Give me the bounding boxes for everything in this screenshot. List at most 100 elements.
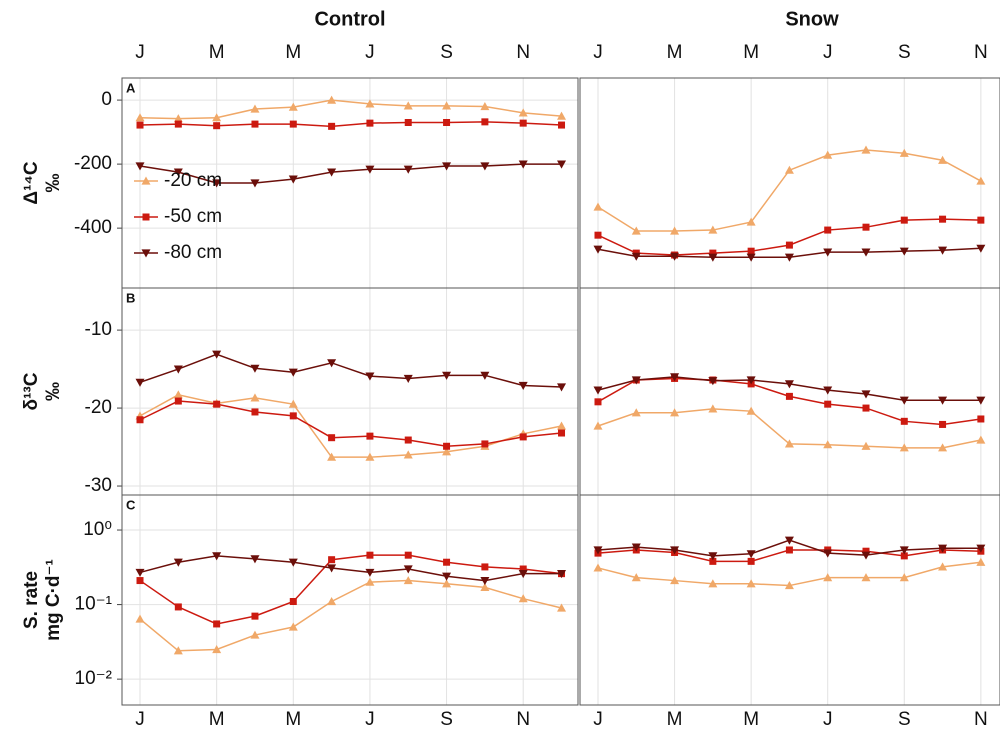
marker: [174, 120, 182, 128]
marker: [135, 113, 145, 122]
marker: [708, 225, 718, 234]
x-tick-label: J: [135, 709, 145, 730]
marker: [173, 390, 183, 399]
marker: [141, 176, 151, 185]
marker: [327, 359, 337, 368]
series-line: [597, 218, 981, 256]
marker: [136, 577, 144, 585]
marker: [250, 364, 260, 373]
marker: [327, 168, 337, 177]
marker: [480, 576, 490, 586]
marker: [557, 603, 567, 612]
marker: [899, 443, 909, 452]
marker: [519, 433, 527, 441]
data: [593, 373, 986, 452]
marker: [403, 565, 413, 574]
marker: [784, 439, 794, 448]
marker: [366, 119, 374, 127]
marker: [784, 581, 794, 590]
x-tick-label: M: [743, 709, 759, 730]
y-tick-label: -10: [85, 319, 112, 340]
marker: [443, 118, 451, 126]
marker: [900, 417, 908, 425]
marker: [784, 253, 794, 262]
marker: [173, 168, 183, 177]
marker: [481, 440, 489, 448]
marker: [212, 644, 222, 654]
marker: [212, 113, 222, 122]
marker: [288, 102, 298, 111]
panel-frame: [121, 287, 579, 496]
marker: [135, 614, 145, 623]
x-tick-label: N: [974, 709, 988, 730]
panel-label: C: [126, 497, 136, 512]
marker: [938, 443, 948, 452]
marker: [976, 435, 986, 444]
marker: [862, 404, 870, 412]
marker: [861, 441, 871, 450]
marker: [823, 386, 833, 395]
marker: [481, 563, 489, 571]
marker: [977, 415, 985, 423]
marker: [861, 145, 871, 154]
marker: [557, 383, 567, 392]
data: [135, 350, 567, 461]
y-tick-label: -400: [74, 217, 112, 238]
marker: [518, 160, 528, 169]
x-tick-label: N: [516, 709, 530, 730]
marker: [938, 155, 948, 164]
marker: [708, 253, 718, 262]
marker: [976, 396, 986, 405]
marker: [976, 176, 986, 185]
x-tick-label: M: [285, 709, 301, 730]
marker: [404, 118, 412, 126]
marker: [708, 579, 718, 588]
marker: [135, 568, 145, 577]
marker: [443, 442, 451, 450]
y-axis-label: mg C·d⁻¹: [43, 559, 64, 641]
marker: [480, 101, 490, 111]
marker: [862, 223, 870, 231]
marker: [328, 556, 336, 564]
marker: [366, 432, 374, 440]
marker: [900, 552, 908, 560]
panel-frame: [579, 494, 1000, 706]
marker: [251, 408, 259, 416]
x-tick-label: S: [440, 42, 453, 63]
legend-label: -80 cm: [164, 242, 222, 263]
x-tick-label: N: [974, 42, 988, 63]
series-line: [139, 353, 562, 388]
series-line: [139, 400, 562, 448]
y-axis-label: Δ¹⁴C: [21, 161, 42, 204]
marker: [404, 551, 412, 559]
marker: [670, 408, 680, 417]
marker: [593, 563, 603, 572]
y-tick-label: 0: [101, 89, 112, 110]
series-line: [139, 163, 562, 184]
marker: [136, 416, 144, 424]
marker: [938, 246, 948, 255]
marker: [746, 406, 756, 415]
y-axis-label: ‰: [43, 174, 64, 193]
x-tick-label: N: [516, 42, 530, 63]
marker: [328, 434, 336, 442]
marker: [861, 573, 871, 582]
marker: [518, 570, 528, 579]
marker: [142, 213, 150, 221]
x-tick-label: J: [823, 709, 833, 730]
panel: [579, 494, 1000, 706]
marker: [824, 400, 832, 408]
panel: [117, 77, 579, 289]
marker: [976, 244, 986, 253]
panel-frame: [121, 494, 579, 706]
marker: [327, 452, 337, 461]
marker: [631, 573, 641, 582]
marker: [442, 162, 452, 171]
marker: [518, 594, 528, 603]
marker: [327, 95, 337, 104]
marker: [403, 165, 413, 174]
marker: [213, 400, 221, 408]
marker: [288, 399, 298, 408]
y-tick-label: 10⁰: [83, 519, 112, 540]
y-tick-label: -20: [85, 397, 112, 418]
